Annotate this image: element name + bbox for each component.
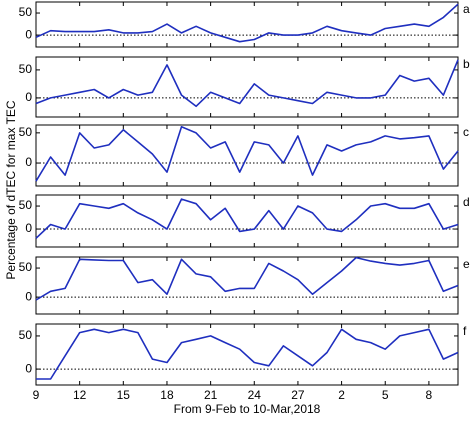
x-tick-label: 21 <box>204 388 218 402</box>
panel-frame <box>35 194 459 248</box>
y-tick-label: 0 <box>25 27 32 41</box>
data-line <box>35 59 459 108</box>
y-tick-label: 0 <box>25 289 32 303</box>
panel-frame <box>35 323 459 386</box>
y-tick-label: 0 <box>25 155 32 169</box>
y-tick-label: 50 <box>19 125 33 139</box>
y-axis-label: Percentage of dTEC for max TEC <box>4 100 18 280</box>
y-tick-label: 50 <box>19 328 33 342</box>
panel-label: d <box>463 195 470 209</box>
data-line <box>35 3 459 43</box>
panel-label: c <box>463 125 469 139</box>
y-tick-label: 50 <box>19 5 33 19</box>
x-tick-label: 8 <box>426 388 433 402</box>
y-tick-label: 0 <box>25 361 32 375</box>
x-tick-label: 9 <box>33 388 40 402</box>
panel-frame <box>35 56 459 118</box>
x-tick-label: 24 <box>248 388 262 402</box>
data-line <box>35 256 459 301</box>
data-line <box>35 126 459 182</box>
panel-label: a <box>463 2 470 16</box>
x-tick-label: 15 <box>117 388 131 402</box>
y-tick-label: 50 <box>19 62 33 76</box>
panel-label: b <box>463 57 470 71</box>
panel-frame <box>35 124 459 187</box>
y-tick-label: 0 <box>25 90 32 104</box>
y-tick-label: 50 <box>19 198 33 212</box>
data-line <box>35 198 459 239</box>
x-tick-label: 2 <box>338 388 345 402</box>
panel-label: f <box>463 324 467 338</box>
x-tick-label: 12 <box>73 388 87 402</box>
panel-frame <box>35 256 459 315</box>
y-tick-label: 0 <box>25 221 32 235</box>
data-line <box>36 328 459 380</box>
y-tick-label: 50 <box>19 260 33 274</box>
panel-label: e <box>463 257 470 271</box>
x-tick-label: 18 <box>160 388 174 402</box>
x-tick-label: 5 <box>382 388 389 402</box>
x-tick-label: 27 <box>291 388 305 402</box>
panel-frame <box>35 1 459 48</box>
x-axis-label: From 9-Feb to 10-Mar,2018 <box>174 402 321 416</box>
